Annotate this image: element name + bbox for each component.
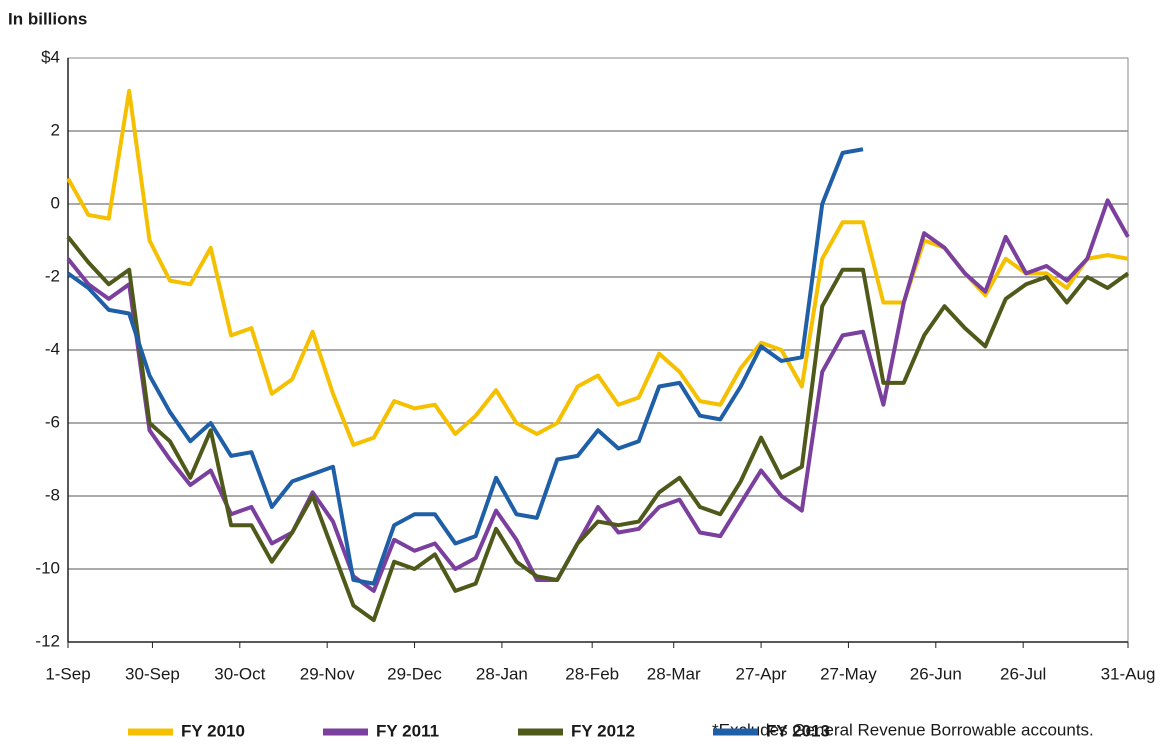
y-tick-label: -8 xyxy=(45,485,60,504)
y-tick-label: -10 xyxy=(35,558,60,577)
x-tick-label: 1-Sep xyxy=(45,664,90,683)
series-line xyxy=(66,235,1130,623)
x-tick-label: 29-Nov xyxy=(300,664,355,683)
x-tick-label: 30-Sep xyxy=(125,664,180,683)
legend-label: FY 2012 xyxy=(571,721,635,740)
series-line xyxy=(66,198,1130,593)
y-axis-label: In billions xyxy=(8,9,87,28)
y-tick-label: -2 xyxy=(45,266,60,285)
legend-label: FY 2010 xyxy=(181,721,245,740)
x-tick-label: 28-Feb xyxy=(565,664,619,683)
footnote: *Excludes General Revenue Borrowable acc… xyxy=(712,720,1094,739)
y-tick-label: 2 xyxy=(51,120,60,139)
y-tick-label: -4 xyxy=(45,339,60,358)
x-tick-label: 31-Aug xyxy=(1101,664,1156,683)
x-tick-label: 28-Jan xyxy=(476,664,528,683)
x-tick-label: 26-Jun xyxy=(910,664,962,683)
y-tick-label: 0 xyxy=(51,193,60,212)
y-tick-label: -6 xyxy=(45,412,60,431)
x-tick-label: 28-Mar xyxy=(647,664,701,683)
series-line xyxy=(66,88,1129,447)
y-tick-label: -12 xyxy=(35,631,60,650)
x-tick-label: 30-Oct xyxy=(214,664,265,683)
series-line xyxy=(66,147,864,586)
y-tick-label: $4 xyxy=(41,47,60,66)
x-tick-label: 26-Jul xyxy=(1000,664,1046,683)
x-tick-label: 27-May xyxy=(820,664,877,683)
x-tick-label: 29-Dec xyxy=(387,664,442,683)
legend-label: FY 2011 xyxy=(376,721,439,740)
x-tick-label: 27-Apr xyxy=(736,664,787,683)
legend-label: FY 2013 xyxy=(766,721,830,740)
